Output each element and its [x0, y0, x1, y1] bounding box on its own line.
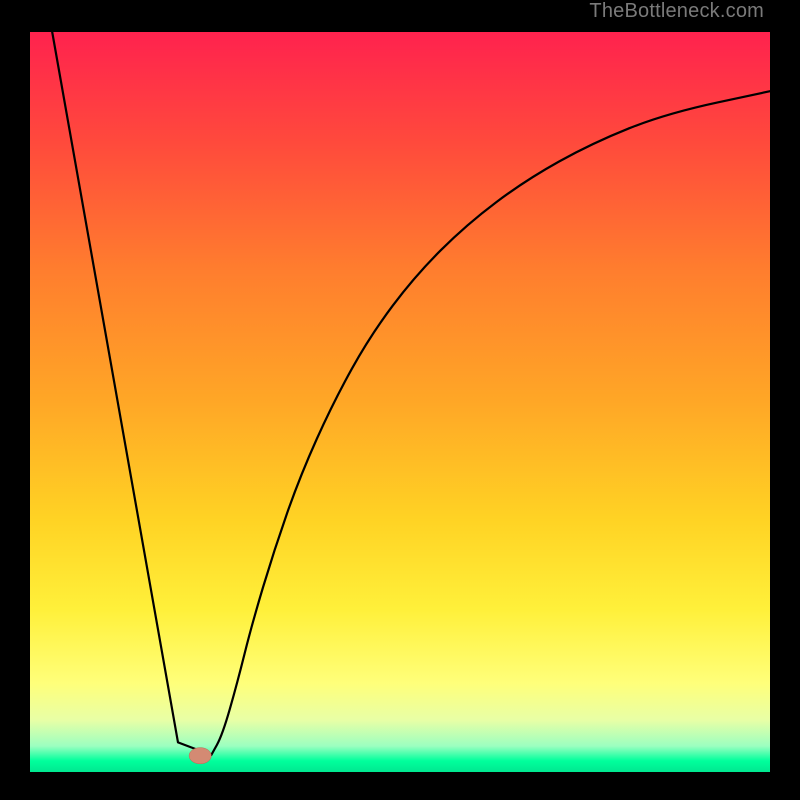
- optimal-point-marker: [189, 748, 211, 764]
- watermark-text: TheBottleneck.com: [589, 0, 764, 23]
- plot-background: [30, 32, 770, 772]
- chart-frame: [0, 0, 800, 800]
- outer-svg: [0, 0, 800, 800]
